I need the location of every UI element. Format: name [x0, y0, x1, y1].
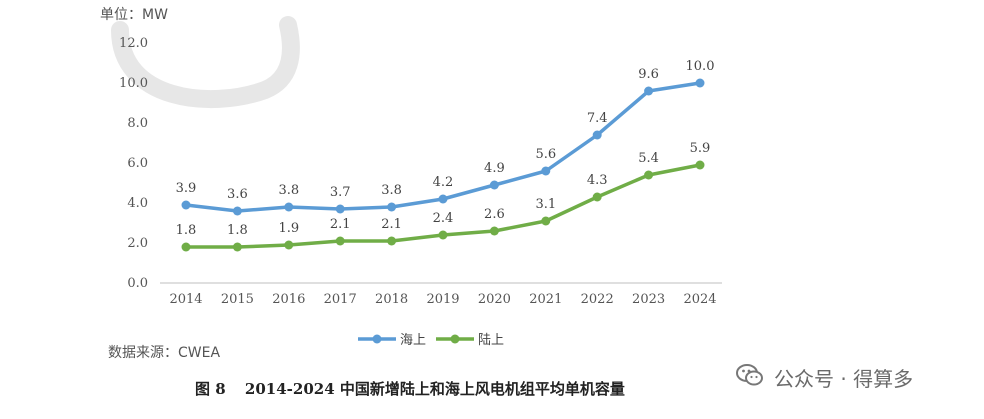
- data-point: [695, 78, 705, 88]
- data-label: 4.3: [587, 173, 608, 188]
- y-tick-label: 10.0: [119, 76, 148, 91]
- legend-swatch-marker: [450, 334, 460, 344]
- x-tick-label: 2020: [478, 292, 511, 307]
- data-point: [438, 230, 448, 240]
- data-label: 5.9: [690, 141, 711, 156]
- data-label: 2.1: [330, 217, 351, 232]
- data-source: 数据来源：CWEA: [108, 345, 221, 361]
- watermark: 公众号 · 得算多: [736, 363, 913, 392]
- y-tick-label: 4.0: [127, 196, 148, 211]
- legend-label: 海上: [400, 333, 426, 348]
- data-point: [181, 200, 191, 210]
- data-label: 10.0: [686, 59, 715, 74]
- data-point: [644, 170, 654, 180]
- data-point: [489, 226, 499, 236]
- data-label: 4.9: [484, 161, 505, 176]
- data-label: 1.9: [278, 221, 299, 236]
- x-tick-label: 2016: [272, 292, 305, 307]
- data-label: 3.8: [381, 183, 402, 198]
- data-point: [181, 242, 191, 252]
- data-label: 3.9: [176, 181, 197, 196]
- data-label: 9.6: [638, 67, 659, 82]
- data-point: [284, 240, 294, 250]
- series-onshore: 1.8 1.8 1.9 2.1 2.1 2.4 2.6 3.1 4.3 5.4 5.9: [176, 141, 711, 252]
- data-point: [592, 192, 602, 202]
- data-label: 4.2: [433, 175, 454, 190]
- x-tick-label: 2019: [426, 292, 459, 307]
- data-point: [592, 130, 602, 140]
- series-line: [184, 81, 702, 213]
- x-tick-label: 2021: [529, 292, 562, 307]
- data-point: [335, 204, 345, 214]
- data-point: [541, 216, 551, 226]
- y-tick-label: 12.0: [119, 36, 148, 51]
- data-point: [387, 202, 397, 212]
- data-label: 1.8: [227, 223, 248, 238]
- data-label: 3.7: [330, 185, 351, 200]
- data-label: 7.4: [587, 111, 608, 126]
- data-label: 3.6: [227, 187, 248, 202]
- series-offshore: 3.9 3.6 3.8 3.7 3.8 4.2 4.9 5.6 7.4 9.6 10.0: [176, 59, 715, 216]
- x-tick-label: 2014: [169, 292, 202, 307]
- x-tick-label: 2023: [632, 292, 665, 307]
- data-label: 5.4: [638, 151, 659, 166]
- data-label: 2.4: [433, 211, 454, 226]
- decorative-swirl: [111, 16, 300, 109]
- data-point: [541, 166, 551, 176]
- legend-item: 陆上: [436, 332, 504, 348]
- data-label: 2.6: [484, 207, 505, 222]
- y-tick-label: 2.0: [127, 236, 148, 251]
- data-point: [232, 242, 242, 252]
- x-axis: 2014 2015 2016 2017 2018 2019 2020 2021 2022 2023…: [169, 292, 716, 307]
- data-point: [387, 236, 397, 246]
- legend-label: 陆上: [478, 332, 504, 348]
- x-tick-label: 2018: [375, 292, 408, 307]
- unit-label: 单位：MW: [100, 7, 168, 23]
- data-label: 3.8: [278, 183, 299, 198]
- x-tick-label: 2015: [221, 292, 254, 307]
- x-tick-label: 2024: [683, 292, 716, 307]
- watermark-text: 公众号 · 得算多: [774, 367, 914, 391]
- data-label: 1.8: [176, 223, 197, 238]
- figure-caption: 图 8 2014-2024 中国新增陆上和海上风电机组平均单机容量: [195, 378, 625, 399]
- y-tick-label: 8.0: [127, 116, 148, 131]
- data-label: 5.6: [535, 147, 556, 162]
- legend: 海上 陆上: [358, 332, 504, 348]
- figure-caption-text: 2014-2024 中国新增陆上和海上风电机组平均单机容量: [244, 380, 625, 398]
- data-label: 3.1: [535, 197, 556, 212]
- data-point: [284, 202, 294, 212]
- data-point: [644, 86, 654, 96]
- y-tick-label: 6.0: [127, 156, 148, 171]
- y-tick-label: 0.0: [127, 276, 148, 291]
- series-layer: 3.9 3.6 3.8 3.7 3.84.24.95.67.49.610.01.8 1.8…: [176, 59, 715, 252]
- figure-number: 图 8: [195, 380, 226, 398]
- legend-swatch-marker: [372, 334, 382, 344]
- legend-item: 海上: [358, 333, 426, 348]
- wechat-icon: [736, 363, 764, 392]
- data-point: [335, 236, 345, 246]
- data-point: [489, 180, 499, 190]
- x-tick-label: 2022: [581, 292, 614, 307]
- y-axis: 0.0 2.0 4.0 6.0 8.0 10.0 12.0: [119, 36, 148, 291]
- data-point: [438, 194, 448, 204]
- data-label: 2.1: [381, 217, 402, 232]
- data-point: [695, 160, 705, 170]
- data-point: [232, 206, 242, 216]
- x-tick-label: 2017: [324, 292, 357, 307]
